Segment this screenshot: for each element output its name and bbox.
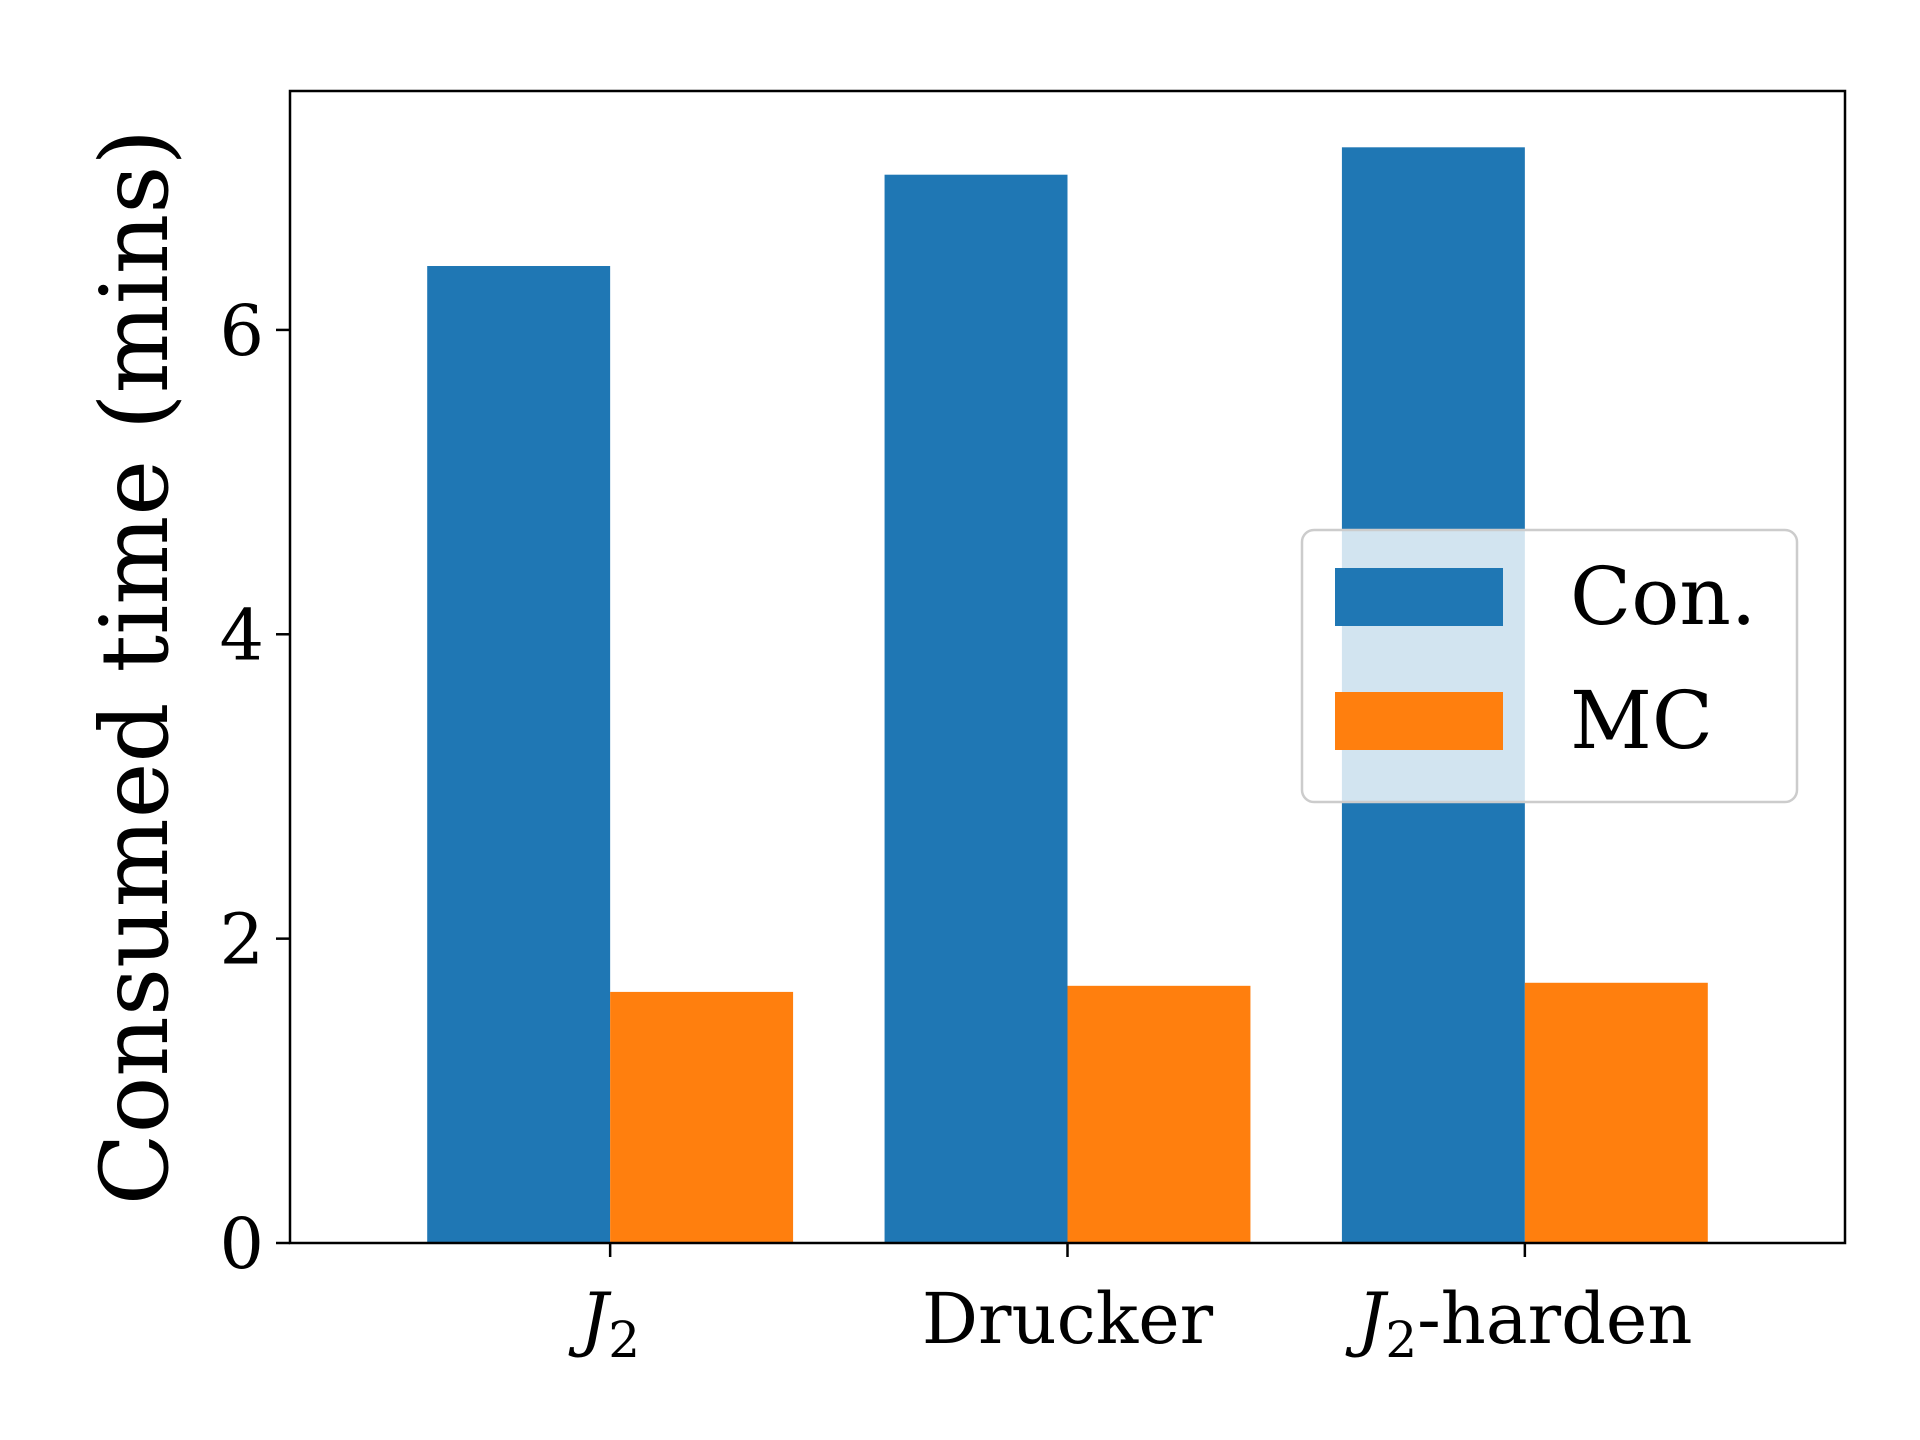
- bar-mc-0: [610, 991, 794, 1243]
- y-tick-label: 6: [219, 290, 264, 372]
- y-tick-label: 4: [219, 594, 264, 676]
- bar-con-0: [427, 266, 611, 1243]
- bar-con-1: [884, 174, 1068, 1243]
- y-axis-label: Consumed time (mins): [81, 129, 190, 1205]
- y-tick-label: 0: [219, 1203, 264, 1285]
- legend: Con. MC: [1300, 528, 1799, 804]
- x-tick-label: Drucker: [922, 1278, 1214, 1360]
- x-tick-label: J2-harden: [1345, 1278, 1692, 1369]
- legend-swatch: [1335, 568, 1503, 626]
- bar-mc-2: [1524, 982, 1708, 1243]
- legend-label: MC: [1570, 674, 1713, 767]
- legend-label: Con.: [1570, 550, 1756, 643]
- bars-layer: [427, 147, 1708, 1243]
- legend-swatch: [1335, 692, 1503, 750]
- y-axis: 0 2 4 6: [219, 290, 290, 1285]
- x-tick-label: J2: [568, 1278, 640, 1369]
- y-tick-label: 2: [219, 899, 264, 981]
- bar-mc-1: [1067, 985, 1251, 1243]
- x-axis: J2 Drucker J2-harden: [568, 1243, 1692, 1369]
